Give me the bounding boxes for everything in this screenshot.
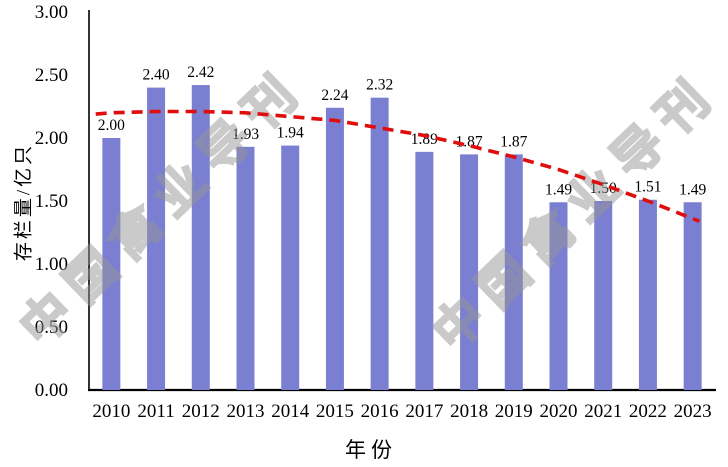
bar-value-label: 1.87	[500, 133, 527, 150]
bar-2015	[325, 107, 344, 390]
bar-value-label: 1.94	[277, 125, 304, 142]
trend-line	[95, 109, 701, 223]
bar-value-label: 2.24	[321, 87, 348, 104]
bar-value-label: 1.50	[590, 180, 617, 197]
y-tick-label: 3.00	[35, 2, 68, 23]
x-tick-label: 2013	[227, 401, 265, 422]
y-tick-label: 0.00	[35, 380, 68, 401]
x-tick-label: 2011	[137, 401, 174, 422]
bar-value-label: 2.32	[366, 77, 393, 94]
bar-value-label: 1.49	[545, 181, 572, 198]
x-tick-label: 2016	[361, 401, 399, 422]
x-tick-label: 2015	[316, 401, 354, 422]
bar-2019	[504, 154, 523, 390]
bar-2018	[460, 154, 479, 390]
bar-value-label: 1.49	[679, 181, 706, 198]
bar-2013	[236, 146, 255, 390]
y-tick-label: 0.50	[35, 317, 68, 338]
bar-value-label: 2.00	[98, 117, 125, 134]
bar-2023	[683, 202, 702, 390]
y-tick-label: 2.00	[35, 128, 68, 149]
bar-2020	[549, 202, 568, 390]
x-tick-label: 2021	[584, 401, 622, 422]
x-tick-label: 2010	[92, 401, 130, 422]
x-tick-label: 2023	[674, 401, 712, 422]
x-tick-label: 2019	[495, 401, 533, 422]
x-tick-label: 2017	[405, 401, 443, 422]
bar-value-label: 2.40	[143, 67, 170, 84]
y-tick-label: 2.50	[35, 65, 68, 86]
x-tick-label: 2020	[540, 401, 578, 422]
y-tick-label: 1.50	[35, 191, 68, 212]
bar-2012	[191, 85, 210, 390]
y-tick-label: 1.00	[35, 254, 68, 275]
bar-value-label: 2.42	[187, 64, 214, 81]
x-axis-title: 年份	[345, 438, 397, 462]
x-tick-label: 2014	[271, 401, 310, 422]
bar-value-label: 1.51	[634, 179, 661, 196]
bar-value-label: 1.93	[232, 126, 259, 143]
bar-2021	[594, 201, 613, 390]
bar-2010	[102, 138, 121, 390]
x-tick-label: 2018	[450, 401, 488, 422]
bar-value-label: 1.89	[411, 131, 438, 148]
bar-2016	[370, 97, 389, 391]
bar-2014	[281, 145, 300, 390]
bar-2017	[415, 151, 434, 390]
x-tick-label: 2022	[629, 401, 667, 422]
bar-2022	[638, 199, 657, 390]
bar-2011	[147, 87, 166, 390]
x-tick-label: 2012	[182, 401, 220, 422]
